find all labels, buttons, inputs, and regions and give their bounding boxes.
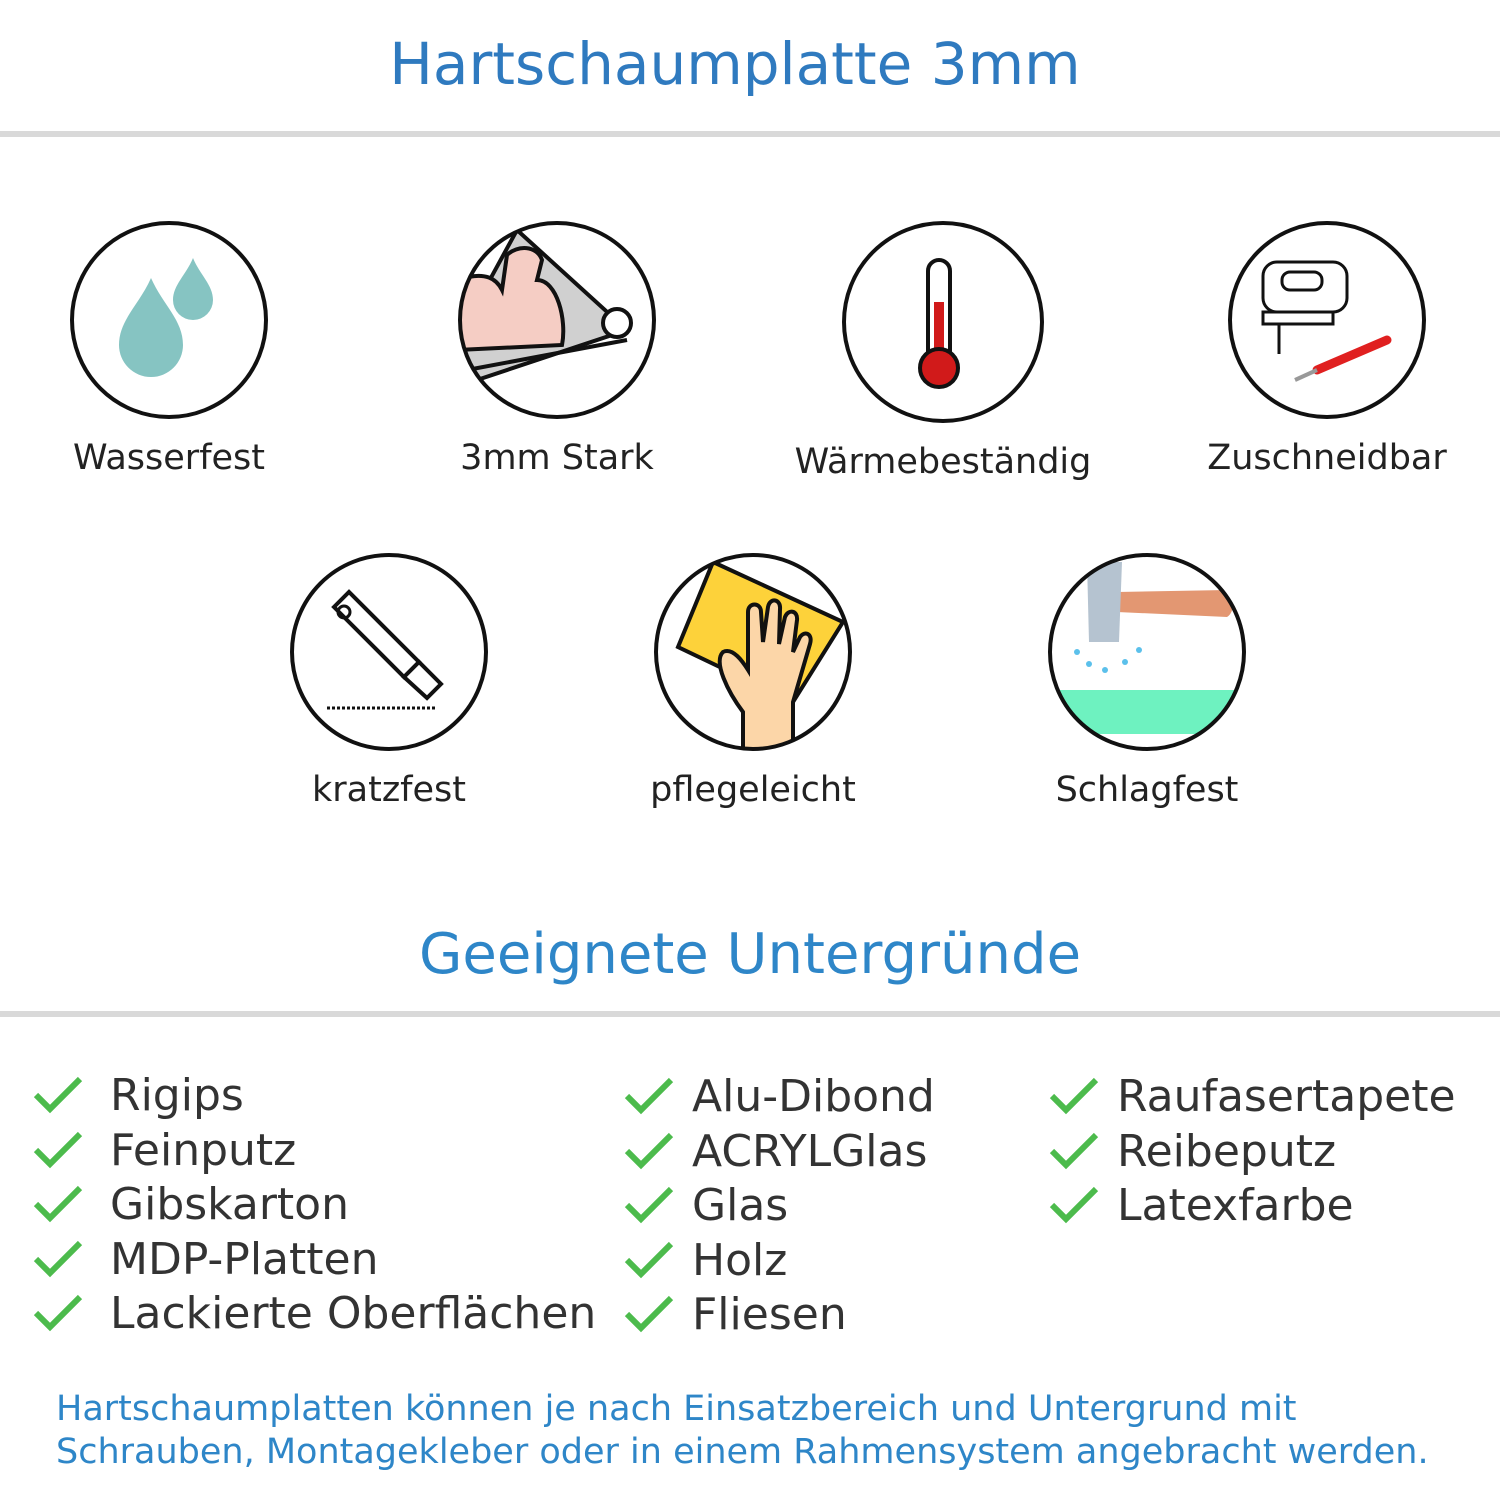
footer-line: Hartschaumplatten können je nach Einsatz… — [56, 1389, 1297, 1429]
checkmark-icon — [624, 1186, 674, 1224]
feature-label: kratzfest — [311, 770, 466, 810]
checkmark-icon — [33, 1240, 83, 1277]
surface-label: ACRYLGlas — [692, 1125, 928, 1177]
checkmark-icon — [624, 1295, 674, 1333]
surface-label: Holz — [692, 1234, 788, 1286]
surface-label: Glas — [692, 1180, 789, 1231]
checkmark-icon — [1049, 1077, 1099, 1115]
divider — [0, 1011, 1500, 1017]
feature-label: 3mm Stark — [460, 438, 654, 478]
surface-label: Latexfarbe — [1117, 1180, 1354, 1231]
page-title: Hartschaumplatte 3mm — [389, 30, 1081, 98]
footer-note: Hartschaumplatten können je nach Einsatz… — [56, 1388, 1429, 1474]
feature-wasserfest: Wasserfest — [0, 220, 339, 478]
feature-label: Zuschneidbar — [1207, 438, 1447, 478]
strong-arm-icon — [458, 221, 656, 419]
section-title: Geeignete Untergründe — [418, 922, 1082, 987]
feature-zuschneidbar: Zuschneidbar — [1157, 220, 1497, 478]
feature-label: Wärmebeständig — [794, 442, 1092, 482]
checkmark-icon — [33, 1076, 83, 1114]
feature-3mm-stark: 3mm Stark — [387, 220, 727, 478]
checkmark-icon — [1049, 1186, 1099, 1224]
surface-label: Fliesen — [692, 1289, 847, 1340]
water-drops-icon — [70, 221, 268, 419]
surface-label: Raufasertapete — [1117, 1071, 1456, 1122]
surface-label: MDP-Platten — [110, 1233, 379, 1285]
feature-label: pflegeleicht — [650, 770, 856, 810]
utility-knife-icon — [290, 553, 488, 751]
checkmark-icon — [624, 1077, 674, 1115]
feature-kratzfest: kratzfest — [219, 552, 559, 810]
checkmark-icon — [624, 1241, 674, 1278]
surface-label: Alu-Dibond — [692, 1071, 935, 1122]
checkmark-icon — [624, 1132, 674, 1169]
surface-label: Rigips — [110, 1070, 244, 1121]
surface-label: Gibskarton — [110, 1179, 349, 1230]
surface-label: Lackierte Oberflächen — [110, 1288, 597, 1339]
footer-line: Schrauben, Montagekleber oder in einem R… — [56, 1432, 1429, 1472]
cleaning-sponge-icon — [654, 553, 852, 751]
jigsaw-cutter-icon — [1228, 221, 1426, 419]
divider — [0, 131, 1500, 137]
feature-waermebestaendig: Wärmebeständig — [773, 220, 1113, 482]
checkmark-icon — [33, 1294, 83, 1332]
surface-label: Reibeputz — [1117, 1125, 1337, 1177]
feature-pflegeleicht: pflegeleicht — [583, 552, 923, 810]
checkmark-icon — [33, 1131, 83, 1168]
feature-label: Wasserfest — [72, 438, 266, 478]
hammer-icon — [1048, 553, 1246, 751]
thermometer-icon — [842, 221, 1044, 423]
feature-label: Schlagfest — [1055, 770, 1239, 810]
checkmark-icon — [33, 1185, 83, 1223]
feature-schlagfest: Schlagfest — [977, 552, 1317, 810]
surface-label: Feinputz — [110, 1124, 297, 1176]
checkmark-icon — [1049, 1132, 1099, 1169]
